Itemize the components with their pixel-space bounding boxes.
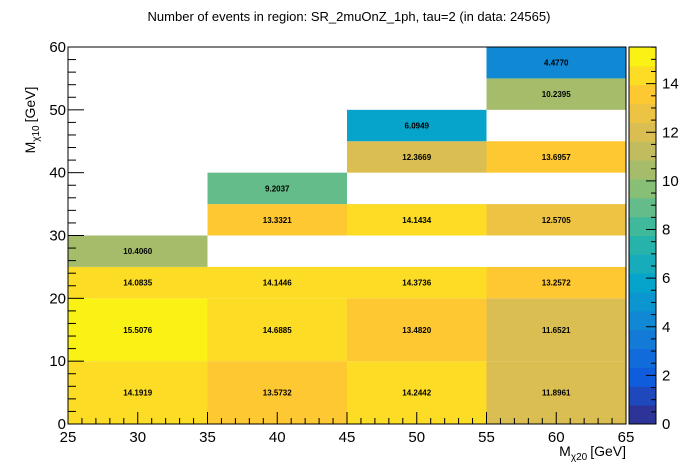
heatmap-cell xyxy=(347,204,487,236)
color-scale-bar: 0 2 4 6 8 10 12 14 xyxy=(628,46,679,433)
cell-value-label: 14.2442 xyxy=(402,389,431,398)
color-band xyxy=(629,310,656,331)
z-tick-label: 12 xyxy=(662,124,679,141)
color-band xyxy=(629,273,656,293)
cell-value-label: 11.6521 xyxy=(542,326,571,335)
color-band xyxy=(629,65,656,86)
heatmap-cell xyxy=(486,78,626,110)
color-band xyxy=(629,367,656,387)
heatmap-cell xyxy=(207,266,347,299)
color-band xyxy=(629,84,656,105)
x-tick-label: 45 xyxy=(339,429,356,446)
cell-value-label: 14.1434 xyxy=(402,216,431,225)
y-tick-label: 60 xyxy=(49,39,66,56)
heatmap-cell xyxy=(486,298,626,362)
cell-value-label: 10.2395 xyxy=(542,90,571,99)
heatmap-cell xyxy=(486,266,626,299)
color-band xyxy=(629,216,656,236)
heatmap-cell xyxy=(347,298,487,362)
color-band xyxy=(629,292,656,312)
x-tick-label: 65 xyxy=(618,429,635,446)
y-tick-label: 30 xyxy=(49,228,66,245)
heatmap-cell xyxy=(347,266,487,299)
heatmap-cell xyxy=(347,141,487,173)
y-tick-label: 50 xyxy=(49,102,66,119)
color-band xyxy=(629,405,656,425)
cell-value-label: 9.2037 xyxy=(265,184,290,193)
cell-value-label: 6.0949 xyxy=(405,122,430,131)
color-band xyxy=(629,141,656,161)
x-tick-label: 40 xyxy=(269,429,286,446)
cell-value-label: 13.4820 xyxy=(402,326,431,335)
x-tick-label: 25 xyxy=(60,429,77,446)
y-axis: 0 10 20 30 40 50 60 xyxy=(49,39,84,433)
x-tick-label: 60 xyxy=(548,429,565,446)
cell-value-label: 12.3669 xyxy=(402,153,431,162)
heatmap-cell xyxy=(486,204,626,236)
y-axis-label: Mχ10[GeV] xyxy=(22,87,42,154)
x-tick-label: 50 xyxy=(408,429,425,446)
cell-value-label: 10.4060 xyxy=(123,247,152,256)
x-tick-label: 55 xyxy=(478,429,495,446)
x-tick-label: 30 xyxy=(129,429,146,446)
cell-value-label: 4.4770 xyxy=(544,59,569,68)
x-tick-label: 35 xyxy=(199,429,216,446)
heatmap-cell xyxy=(347,109,487,142)
x-axis: 25 30 35 40 45 50 55 60 65 xyxy=(60,412,635,446)
color-band xyxy=(629,329,656,350)
heatmap-cell xyxy=(68,298,208,362)
heatmap-cell xyxy=(68,235,208,267)
y-tick-label: 0 xyxy=(58,416,66,433)
z-tick-label: 2 xyxy=(662,367,670,384)
cell-value-label: 12.5705 xyxy=(542,216,571,225)
heatmap-cells: 14.1919 13.5732 14.2442 11.8961 15.5076 14.68… xyxy=(68,47,626,424)
colorbar-border xyxy=(628,46,657,425)
color-band xyxy=(629,386,656,406)
cell-value-label: 13.3321 xyxy=(263,216,292,225)
chart-title: Number of events in region: SR_2muOnZ_1p… xyxy=(148,9,551,24)
heatmap-cell xyxy=(207,298,347,362)
z-tick-label: 6 xyxy=(662,270,670,287)
cell-value-label: 14.0835 xyxy=(123,279,152,288)
heatmap-cell xyxy=(207,172,347,205)
color-band xyxy=(629,160,656,180)
color-band xyxy=(629,254,656,274)
y-tick-label: 20 xyxy=(49,290,66,307)
z-tick-label: 0 xyxy=(662,416,670,433)
color-band xyxy=(629,103,656,123)
heatmap-cell xyxy=(207,204,347,236)
cell-value-label: 11.8961 xyxy=(542,389,571,398)
z-tick-label: 4 xyxy=(662,319,670,336)
cell-value-label: 13.5732 xyxy=(263,389,292,398)
cell-value-label: 13.2572 xyxy=(542,279,571,288)
heatmap-cell xyxy=(486,141,626,173)
cell-value-label: 14.6885 xyxy=(263,326,292,335)
z-tick-label: 14 xyxy=(662,76,679,93)
color-band xyxy=(629,178,656,199)
z-tick-label: 8 xyxy=(662,222,670,239)
cell-value-label: 14.1919 xyxy=(123,389,152,398)
cell-value-label: 13.6957 xyxy=(542,153,571,162)
z-tick-label: 10 xyxy=(662,173,679,190)
color-band xyxy=(629,348,656,368)
color-band xyxy=(629,47,656,67)
x-axis-label: Mχ20 [GeV] xyxy=(559,443,626,463)
heatmap-cell xyxy=(486,47,626,79)
color-band xyxy=(629,197,656,218)
color-band xyxy=(629,122,656,142)
cell-value-label: 14.1446 xyxy=(263,279,292,288)
color-band xyxy=(629,235,656,255)
y-tick-label: 40 xyxy=(49,165,66,182)
y-tick-label: 10 xyxy=(49,353,66,370)
cell-value-label: 15.5076 xyxy=(123,326,152,335)
heatmap-cell xyxy=(68,266,208,299)
cell-value-label: 14.3736 xyxy=(402,279,431,288)
